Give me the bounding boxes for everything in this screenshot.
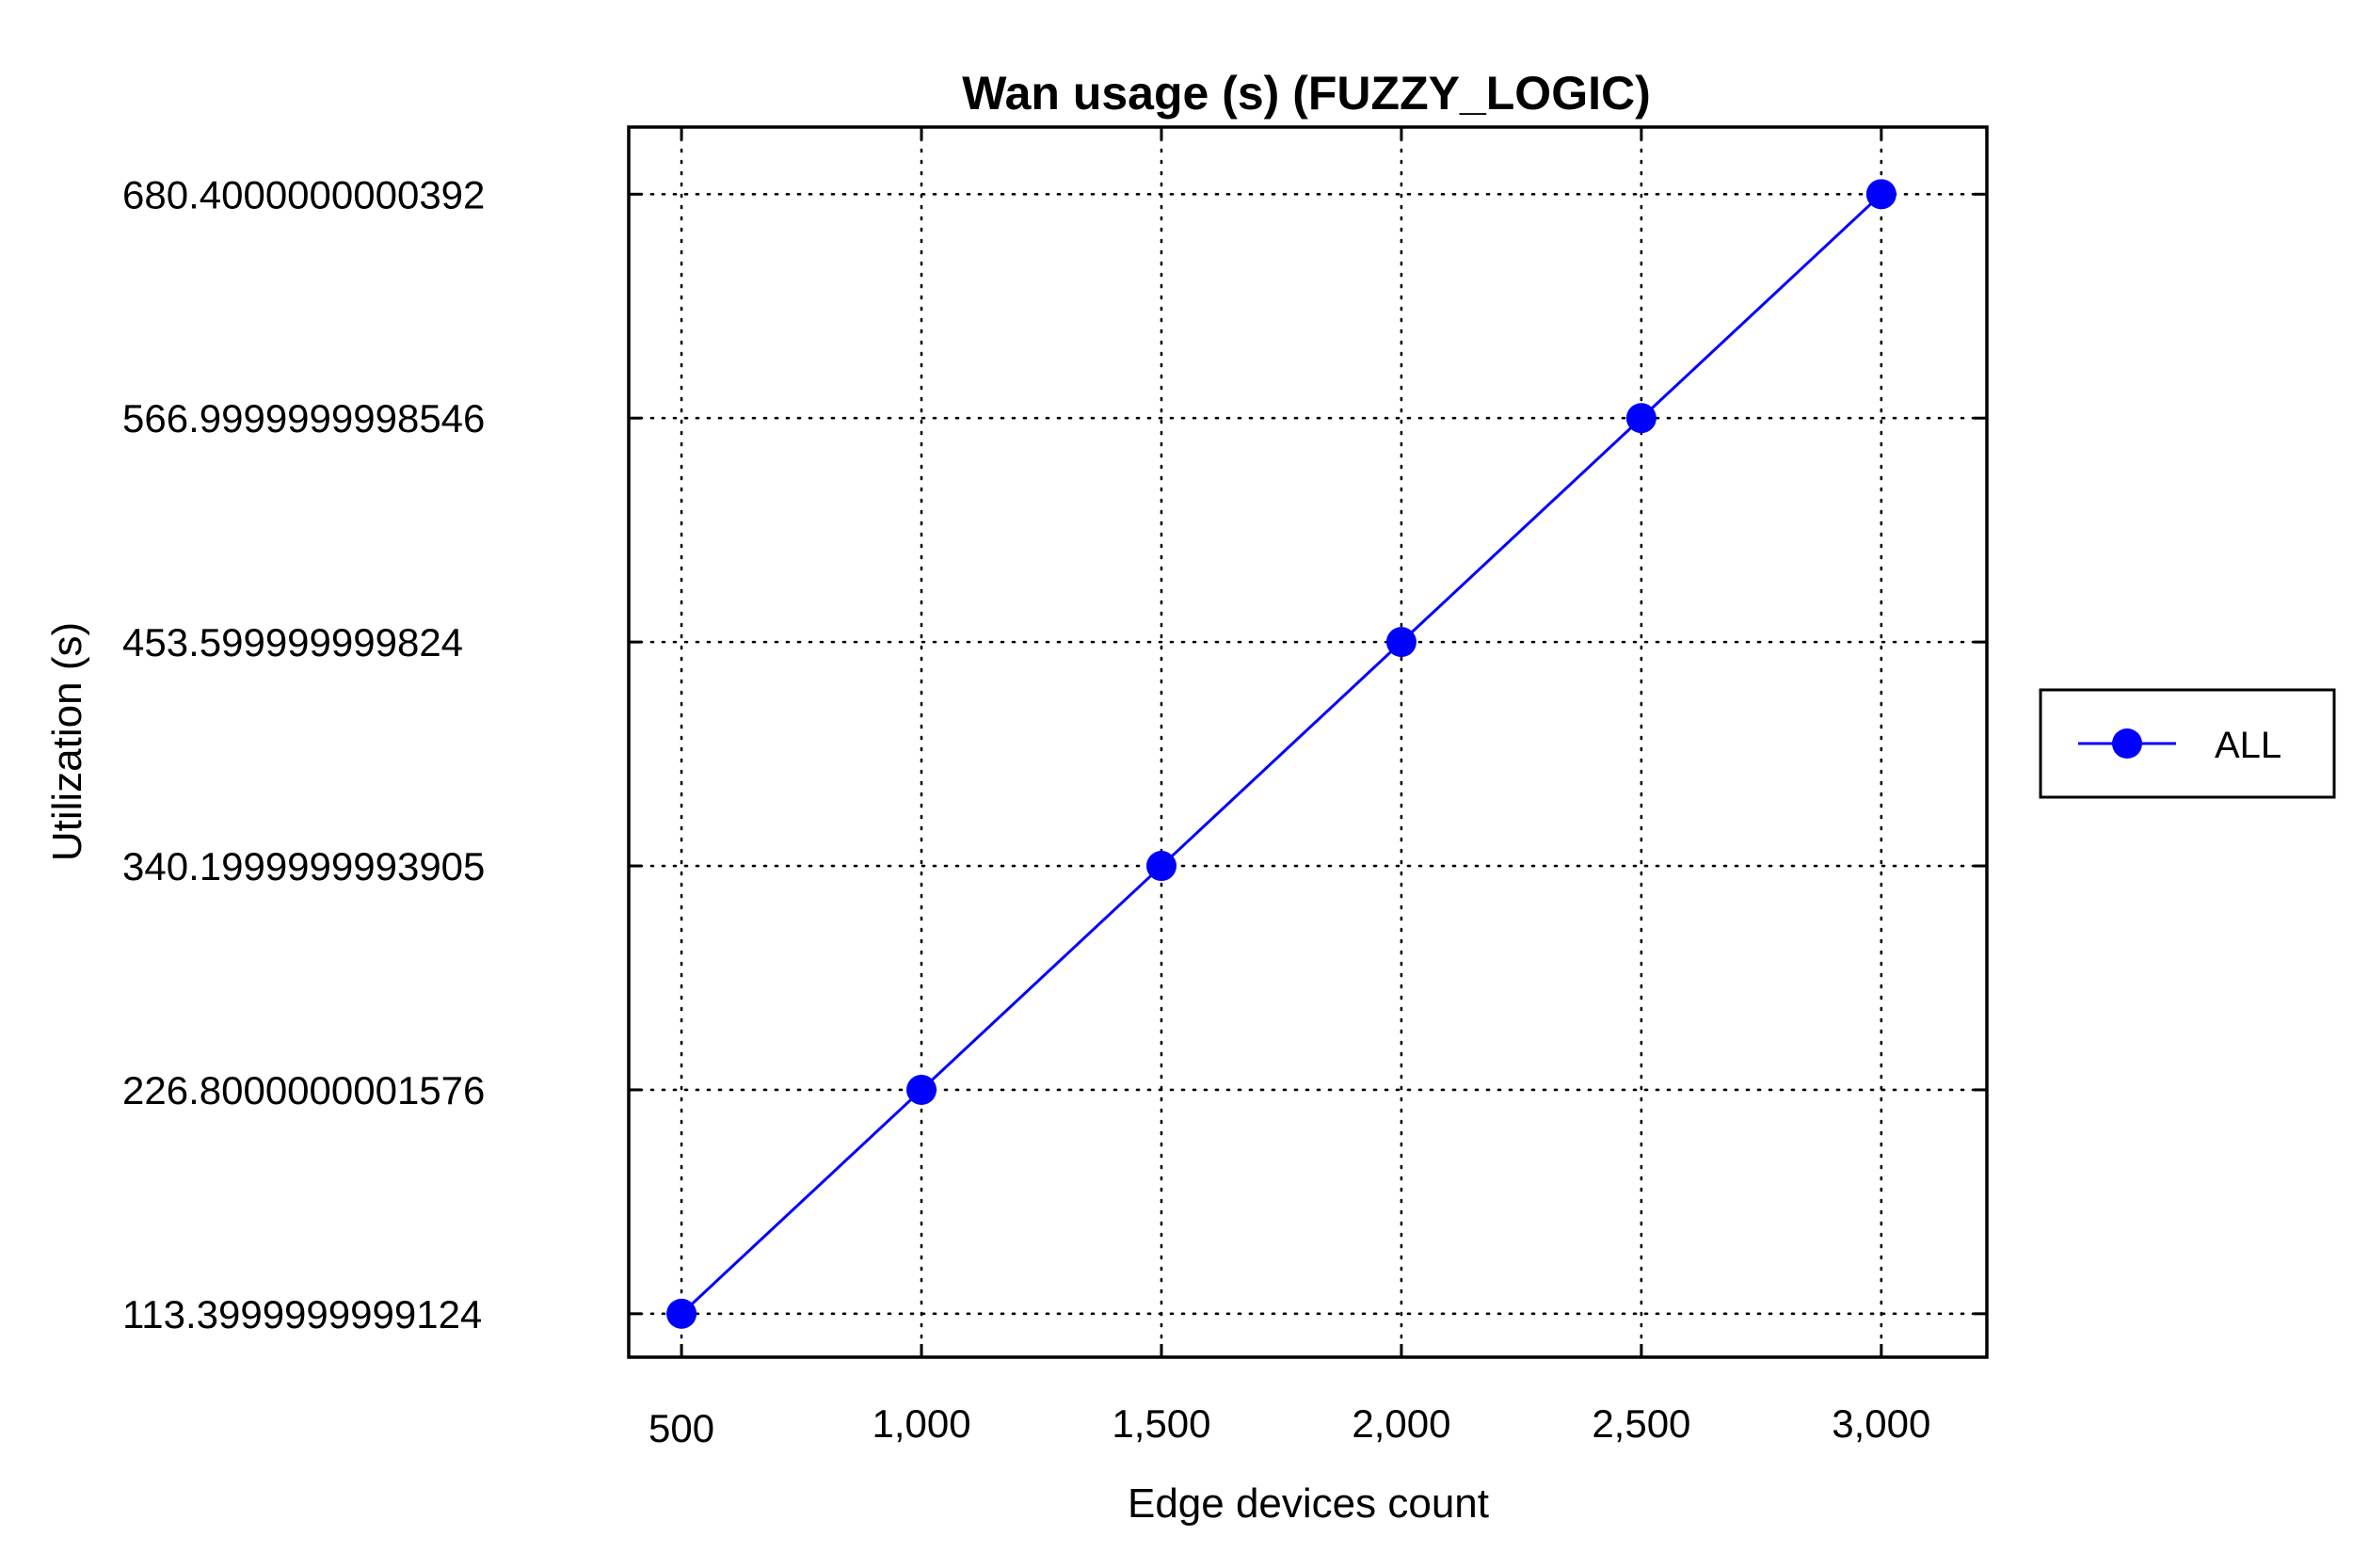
grid-lines [627, 125, 1989, 1359]
chart-title: Wan usage (s) (FUZZY_LOGIC) [962, 67, 1651, 120]
x-tick-label: 2,000 [1352, 1401, 1450, 1446]
y-tick-label: 566.9999999998546 [122, 396, 485, 440]
data-point [1145, 851, 1176, 882]
axis-ticks: 500 1,000 1,500 2,000 2,500 3,000 113.39999999… [122, 127, 1987, 1450]
legend: ALL [2039, 688, 2336, 799]
y-tick-label: 680.4000000000392 [122, 172, 485, 216]
x-tick-label: 3,000 [1832, 1401, 1930, 1446]
data-point [906, 1074, 937, 1105]
y-axis-title: Utilization (s) [44, 622, 90, 861]
legend-marker-all [2112, 728, 2142, 759]
x-tick-label: 2,500 [1592, 1401, 1690, 1446]
x-tick-label: 1,500 [1112, 1401, 1210, 1446]
data-point [1865, 179, 1897, 210]
series-layer [666, 179, 1897, 1329]
x-axis-title: Edge devices count [1128, 1480, 1489, 1527]
y-tick-label: 113.3999999999124 [122, 1292, 482, 1336]
data-point [1385, 627, 1417, 658]
legend-box [2039, 688, 2336, 799]
legend-label-all: ALL [2215, 725, 2281, 766]
y-tick-label: 340.1999999993905 [122, 844, 485, 888]
x-tick-label: 1,000 [872, 1401, 970, 1446]
series-line-all [680, 193, 1882, 1315]
data-point [1625, 403, 1657, 434]
data-point [666, 1298, 697, 1329]
y-tick-label: 226.8000000001576 [122, 1068, 485, 1112]
x-tick-label: 500 [648, 1406, 714, 1450]
y-tick-label: 453.599999999824 [122, 620, 463, 664]
plot-area-frame [627, 125, 1989, 1359]
